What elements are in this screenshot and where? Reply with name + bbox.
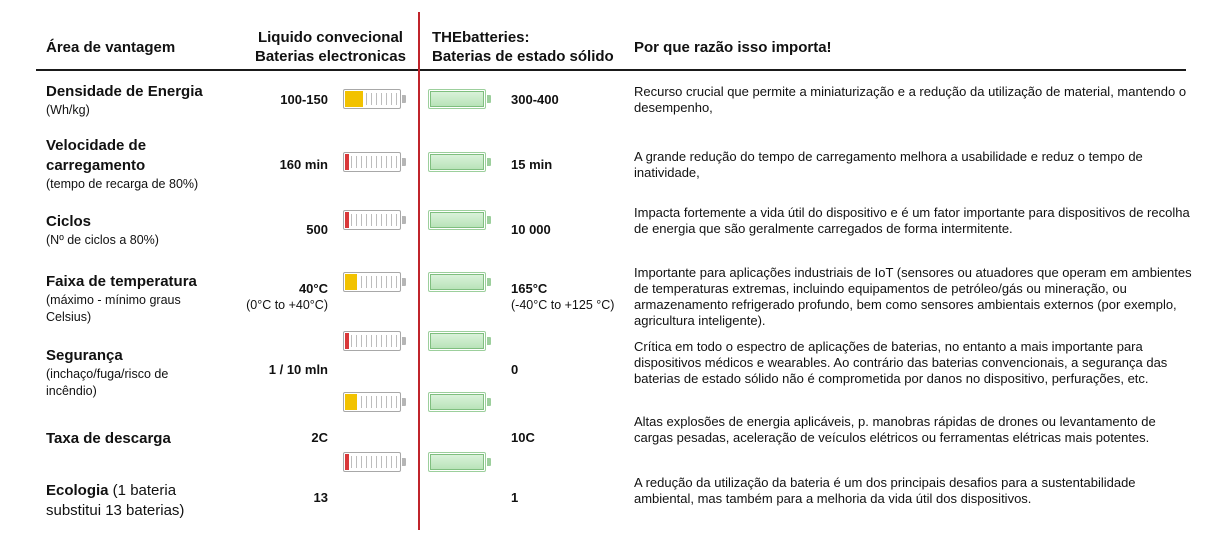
battery-solid-full-icon [428,331,491,351]
liquid-value: 500 [306,222,328,237]
battery-solid-full-icon [428,89,491,109]
row-why: A redução da utilização da bateria é um … [634,475,1136,506]
row-title: Faixa de temperatura [46,273,197,290]
row-title: Segurança [46,347,123,364]
battery-liquid-red-icon [343,210,406,230]
battery-liquid-yellow-icon [343,392,406,412]
header-thebatteries-line1: THEbatteries: [432,29,530,46]
battery-solid-full-icon [428,452,491,472]
liquid-value: 160 min [279,157,328,172]
header-liquid-line1: Liquido convecional [257,29,403,46]
liquid-value-block: 40°C (0°C to +40°C) [232,281,328,313]
row-title: Ciclos [46,213,92,230]
row-charge-speed-label: Velocidade de carregamento (tempo de rec… [46,136,198,193]
solid-value: 15 min [511,157,553,172]
battery-liquid-yellow-icon [343,89,406,109]
row-title: Densidade de Energia [46,83,203,100]
row-why: Importante para aplicações industriais d… [634,265,1192,328]
header-thebatteries-line2: Baterias de estado sólido [432,48,614,65]
row-title-line2: substitui 13 baterias) [46,502,185,519]
row-why: A grande redução do tempo de carregament… [634,149,1143,180]
row-subtitle: (tempo de recarga de 80%) [46,177,199,191]
row-temperature-label: Faixa de temperatura (máximo - mínimo gr… [46,272,197,326]
header-rule [36,69,1186,71]
row-discharge-title: Taxa de descarga [46,430,171,447]
row-subtitle: (Nº de ciclos a 80%) [46,233,159,247]
liquid-value: 1 / 10 mln [268,362,328,377]
liquid-value: 2C [311,430,328,445]
liquid-value: 40°C [298,281,328,296]
column-divider [418,12,420,530]
row-why: Impacta fortemente a vida útil do dispos… [634,205,1190,236]
header-why: Por que razão isso importa! [634,39,832,56]
liquid-value: 13 [313,490,328,505]
liquid-value-range: (0°C to +40°C) [246,298,328,312]
solid-value-block: 165°C (-40°C to +125 °C) [511,281,614,313]
battery-solid-full-icon [428,152,491,172]
solid-value: 10 000 [511,222,551,237]
row-subtitle-line1: (máximo - mínimo graus [46,293,181,307]
battery-solid-full-icon [428,210,491,230]
row-ecology-label: Ecologia (1 bateria substitui 13 bateria… [46,481,184,521]
battery-liquid-red-icon [343,452,406,472]
row-energy-density-label: Densidade de Energia (Wh/kg) [46,82,203,119]
header-liquid-line2: Baterias electronicas [255,48,406,65]
row-subtitle-line2: incêndio) [46,384,97,398]
battery-liquid-red-icon [343,152,406,172]
row-cycles-label: Ciclos (Nº de ciclos a 80%) [46,212,159,249]
solid-value: 1 [511,490,519,505]
solid-value: 10C [511,430,535,445]
battery-solid-full-icon [428,392,491,412]
header-area-label: Área de vantagem [46,39,176,56]
row-title-bold: Ecologia [46,482,109,499]
row-why: Altas explosões de energia aplicáveis, p… [634,414,1156,445]
row-subtitle-line2: Celsius) [46,310,92,324]
solid-value: 300-400 [511,92,559,107]
row-title-line1: Velocidade de [46,137,147,154]
battery-solid-full-icon [428,272,491,292]
header-thebatteries: THEbatteries: Baterias de estado sólido [432,28,614,66]
liquid-value: 100-150 [280,92,328,107]
solid-value: 0 [511,362,519,377]
battery-liquid-red-icon [343,331,406,351]
row-title-line2: carregamento [46,157,146,174]
row-why: Recurso crucial que permite a miniaturiz… [634,84,1187,115]
row-title-rest: (1 bateria [108,482,177,499]
row-safety-label: Segurança (inchaço/fuga/risco de incêndi… [46,346,168,400]
solid-value-range: (-40°C to +125 °C) [511,298,615,312]
header-liquid: Liquido convecional Baterias electronica… [255,28,406,66]
row-why: Crítica em todo o espectro de aplicações… [634,339,1168,386]
solid-value: 165°C [511,281,548,296]
row-subtitle: (Wh/kg) [46,103,90,117]
battery-liquid-yellow-icon [343,272,406,292]
row-subtitle-line1: (inchaço/fuga/risco de [46,367,169,381]
